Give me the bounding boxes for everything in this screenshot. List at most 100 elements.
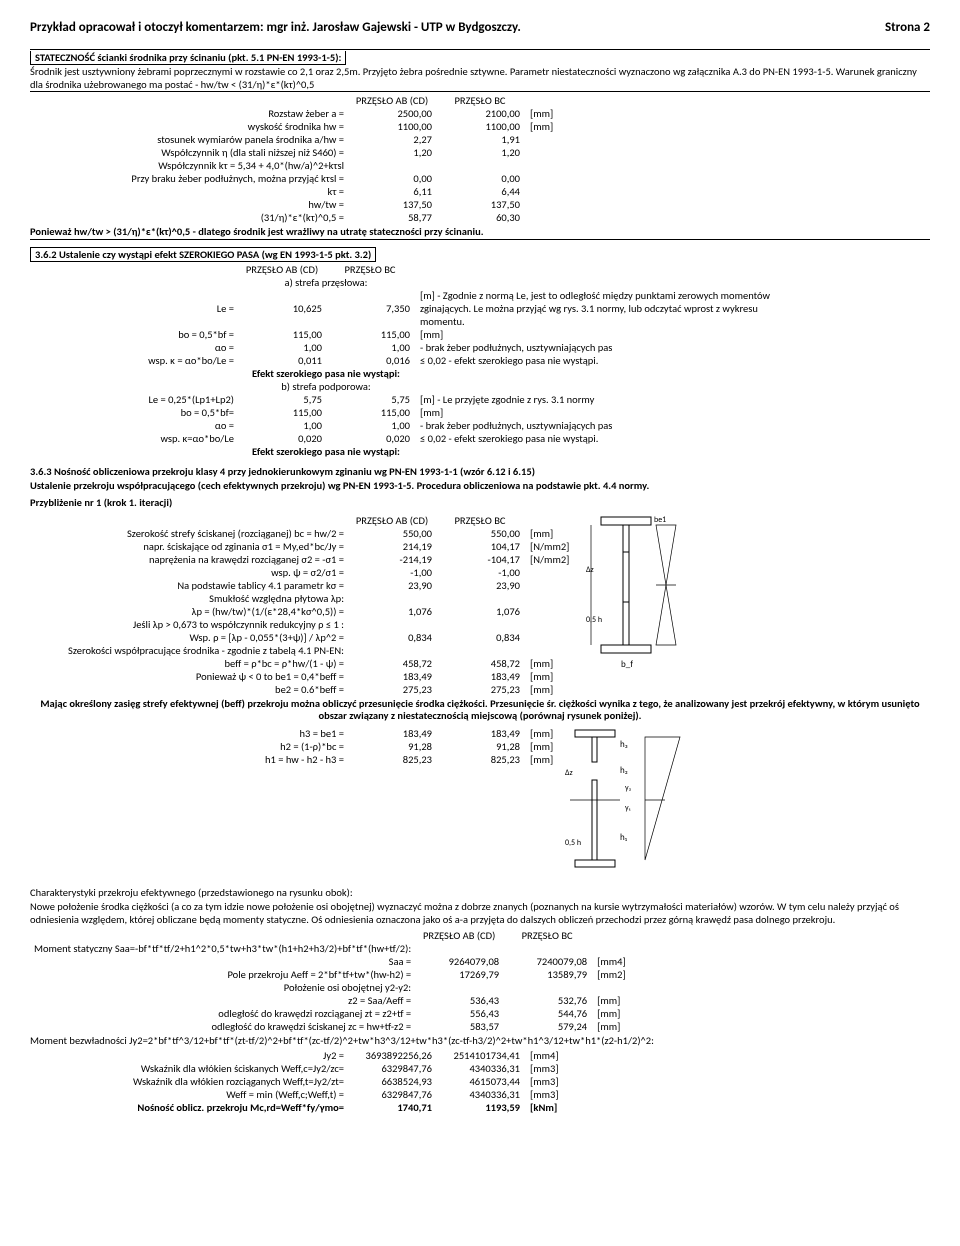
row-unit: [N/mm2] xyxy=(524,553,573,566)
row-val-b: 544,76 xyxy=(503,1007,591,1020)
row-val-a: 825,23 xyxy=(348,753,436,766)
row-label: h1 = hw - h2 - h3 = xyxy=(30,753,348,766)
s3-table3: PRZĘSŁO AB (CD) PRZĘSŁO BC Moment statyc… xyxy=(30,929,630,1033)
row-val-b xyxy=(436,159,524,172)
s2-table: PRZĘSŁO AB (CD) PRZĘSŁO BC a) strefa prz… xyxy=(30,263,784,458)
row-val-a: 1740,71 xyxy=(348,1101,436,1114)
row-val-b: 7240079,08 xyxy=(503,955,591,968)
row-val-a: 183,49 xyxy=(348,670,436,683)
row-val-a: 115,00 xyxy=(238,406,326,419)
row-unit xyxy=(524,644,573,657)
s3-colB: PRZĘSŁO BC xyxy=(436,514,524,527)
row-label: bo = 0,5*bf= xyxy=(30,406,238,419)
row-label: Pole przekroju Aeff = 2*bf*tf+tw*(hw-h2)… xyxy=(30,968,415,981)
row-label: naprężenia na krawędzi rozciąganej σ2 = … xyxy=(30,553,348,566)
row-val-b xyxy=(503,942,591,955)
row-unit xyxy=(524,631,573,644)
row-val-a: 275,23 xyxy=(348,683,436,696)
row-val-b: 825,23 xyxy=(436,753,524,766)
row-unit: [mm] xyxy=(591,994,630,1007)
row-unit: [mm3] xyxy=(524,1088,563,1101)
svg-text:h₁: h₁ xyxy=(620,832,628,843)
s3-table1: PRZĘSŁO AB (CD) PRZĘSŁO BC Szerokość str… xyxy=(30,514,573,696)
s3-colA2: PRZĘSŁO AB (CD) xyxy=(415,929,503,942)
row-label: z2 = Saa/Aeff = xyxy=(30,994,415,1007)
row-unit: [N/mm2] xyxy=(524,540,573,553)
row-val-a: 0,011 xyxy=(238,354,326,367)
row-val-a xyxy=(348,644,436,657)
row-val-b xyxy=(503,981,591,994)
page-header: Przykład opracował i otoczył komentarzem… xyxy=(30,20,930,35)
row-unit xyxy=(524,618,573,631)
row-val-b: 183,49 xyxy=(436,670,524,683)
row-val-a: 0,020 xyxy=(238,432,326,445)
row-unit: [kNm] xyxy=(524,1101,563,1114)
row-val-b: 0,020 xyxy=(326,432,414,445)
row-label: Moment statyczny Saa=-bf*tf*tf/2+h1^2*0,… xyxy=(30,942,415,955)
row-val-a: 6329847,76 xyxy=(348,1088,436,1101)
row-unit xyxy=(524,172,557,185)
row-val-b: 1100,00 xyxy=(436,120,524,133)
row-val-a xyxy=(348,159,436,172)
row-val-b: 115,00 xyxy=(326,328,414,341)
row-unit: ≤ 0,02 - efekt szerokiego pasa nie wystą… xyxy=(414,432,784,445)
row-label: hw/tw = xyxy=(30,198,348,211)
row-val-b: 5,75 xyxy=(326,393,414,406)
s2-colA: PRZĘSŁO AB (CD) xyxy=(238,263,326,276)
row-label: Wskaźnik dla włókien rozciąganych Weff,t… xyxy=(30,1075,348,1088)
row-val-a: 137,50 xyxy=(348,198,436,211)
row-label: h2 = (1-ρ)*bc = xyxy=(30,740,348,753)
row-unit: [mm] xyxy=(524,670,573,683)
row-val-b: 104,17 xyxy=(436,540,524,553)
row-val-a: 556,43 xyxy=(415,1007,503,1020)
row-val-b: 0,834 xyxy=(436,631,524,644)
s2-effB: Efekt szerokiego pasa nie wystąpi: xyxy=(238,445,414,458)
row-val-a: 10,625 xyxy=(238,289,326,328)
row-val-b: 0,016 xyxy=(326,354,414,367)
row-val-b: 4340336,31 xyxy=(436,1062,524,1075)
row-label: Szerokości współpracujące środnika - zgo… xyxy=(30,644,348,657)
svg-text:b_f: b_f xyxy=(621,659,633,670)
row-val-a: 550,00 xyxy=(348,527,436,540)
row-val-a: -214,19 xyxy=(348,553,436,566)
row-label: Weff = min (Weff,c;Weff,t) = xyxy=(30,1088,348,1101)
row-unit: ≤ 0,02 - efekt szerokiego pasa nie wystą… xyxy=(414,354,784,367)
row-val-b: 183,49 xyxy=(436,727,524,740)
row-label: odległość do krawędzi rozciąganej zt = z… xyxy=(30,1007,415,1020)
row-label: λp = (hw/tw)*(1/(ε*28,4*kσ^0,5)) = xyxy=(30,605,348,618)
s2-title: 3.6.2 Ustalenie czy wystąpi efekt SZEROK… xyxy=(30,247,376,262)
svg-text:Δz: Δz xyxy=(565,768,573,778)
s3-para2a: Charakterystyki przekroju efektywnego (p… xyxy=(30,887,930,900)
row-val-b: 1,00 xyxy=(326,341,414,354)
row-unit xyxy=(591,942,630,955)
row-val-b: 550,00 xyxy=(436,527,524,540)
row-val-a: 6,11 xyxy=(348,185,436,198)
s2-colB: PRZĘSŁO BC xyxy=(326,263,414,276)
row-val-a: 9264079,08 xyxy=(415,955,503,968)
row-label: be2 = 0.6*beff = xyxy=(30,683,348,696)
row-unit xyxy=(524,566,573,579)
s3-colB2: PRZĘSŁO BC xyxy=(503,929,591,942)
row-val-a xyxy=(415,981,503,994)
row-label: odległość do krawędzi ściskanej zc = hw+… xyxy=(30,1020,415,1033)
row-val-b: 4340336,31 xyxy=(436,1088,524,1101)
row-val-b: 1,20 xyxy=(436,146,524,159)
row-val-b: 7,350 xyxy=(326,289,414,328)
row-val-a: 0,00 xyxy=(348,172,436,185)
row-unit: [mm4] xyxy=(524,1049,563,1062)
row-label: Nośność oblicz. przekroju Mc,rd=Weff*fy/… xyxy=(30,1101,348,1114)
row-label: wsp. κ = αo*bo/Le = xyxy=(30,354,238,367)
row-val-b: 60,30 xyxy=(436,211,524,224)
row-val-a: 91,28 xyxy=(348,740,436,753)
row-label: (31/η)*ε*(kτ)^0,5 = xyxy=(30,211,348,224)
svg-text:0,5 h: 0,5 h xyxy=(565,838,581,848)
row-val-a: 214,19 xyxy=(348,540,436,553)
row-val-b: 4615073,44 xyxy=(436,1075,524,1088)
row-unit: [mm] xyxy=(524,657,573,670)
s3-sub: Przybliżenie nr 1 (krok 1. iteracji) xyxy=(30,497,930,510)
header-right: Strona 2 xyxy=(885,20,930,35)
row-label: Saa = xyxy=(30,955,415,968)
row-unit: [mm4] xyxy=(591,955,630,968)
row-unit: [m] - Le przyjęte zgodnie z rys. 3.1 nor… xyxy=(414,393,784,406)
row-unit: - brak żeber podłużnych, usztywniających… xyxy=(414,341,784,354)
